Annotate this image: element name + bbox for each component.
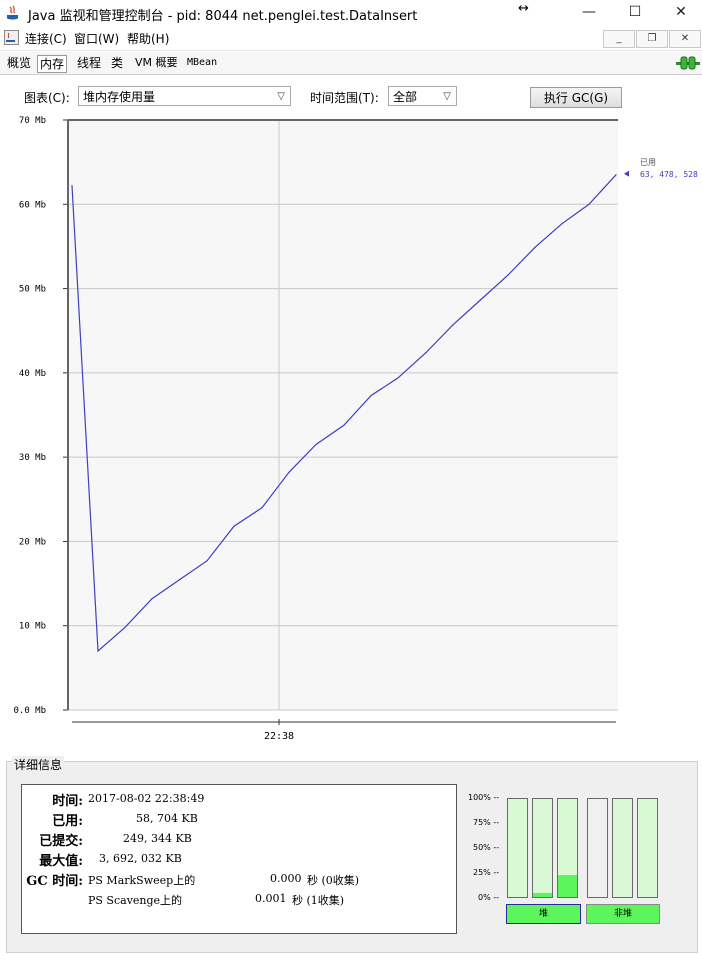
committed-value: 249, 344 KB xyxy=(123,832,192,845)
nonheap-button[interactable]: 非堆 xyxy=(586,904,660,924)
gc-collector-unit: 秒 (1收集) xyxy=(292,894,345,907)
window-title: Java 监视和管理控制台 - pid: 8044 net.penglei.te… xyxy=(28,9,418,24)
heap-gauge-fill xyxy=(558,875,577,897)
data-point xyxy=(233,525,235,527)
gc-collector-time: 0.000 xyxy=(270,872,302,885)
y-tick-label: 70 Mb xyxy=(19,116,46,126)
tab-threads[interactable]: 线程 xyxy=(77,56,102,70)
data-point xyxy=(151,598,153,600)
y-tick-label: 20 Mb xyxy=(19,537,46,547)
data-point xyxy=(124,626,126,629)
data-point xyxy=(452,324,454,326)
data-point xyxy=(479,299,481,301)
time-label: 时间: xyxy=(52,794,83,809)
gc-time-label: GC 时间: xyxy=(26,874,83,889)
perform-gc-button[interactable]: 执行 GC(G) xyxy=(530,87,622,108)
time-value: 2017-08-02 22:38:49 xyxy=(88,792,205,805)
details-box xyxy=(21,784,457,934)
gauge-scale-label: 100% -- xyxy=(468,793,500,802)
menu-window[interactable]: 窗口(W) xyxy=(74,32,120,46)
mdi-close-button[interactable]: ✕ xyxy=(669,30,701,48)
current-value-marker xyxy=(624,170,629,177)
heap-memory-chart: 0.0 Mb 10 Mb 20 Mb 30 Mb 40 Mb 50 Mb 60 Mb 70 M… xyxy=(13,116,698,742)
time-range-value: 全部 xyxy=(393,90,418,104)
y-tick-label: 0.0 Mb xyxy=(13,706,46,716)
x-tick-label: 22:38 xyxy=(264,731,294,742)
nonheap-gauge[interactable] xyxy=(637,798,658,898)
data-point xyxy=(370,395,372,397)
data-point xyxy=(588,203,590,205)
chart-select[interactable]: 堆内存使用量 ▽ xyxy=(78,86,291,106)
minimize-button[interactable]: — xyxy=(582,4,596,20)
gc-collector-time: 0.001 xyxy=(255,892,287,905)
menu-bar xyxy=(0,26,702,51)
nonheap-gauge[interactable] xyxy=(587,798,608,898)
current-value-name: 已用 xyxy=(640,158,656,167)
title-bar xyxy=(0,0,702,26)
tab-classes[interactable]: 类 xyxy=(111,56,124,70)
heap-gauge[interactable] xyxy=(507,798,528,898)
gauge-scale-label: 50% -- xyxy=(473,843,500,852)
heap-gauge[interactable] xyxy=(532,798,553,898)
data-point xyxy=(179,578,181,580)
nonheap-gauge[interactable] xyxy=(612,798,633,898)
tab-vm-summary[interactable]: VM 概要 xyxy=(135,56,178,69)
gauge-scale-label: 0% -- xyxy=(478,893,500,902)
data-point xyxy=(507,274,509,276)
max-label: 最大值: xyxy=(39,854,83,869)
data-point xyxy=(71,185,73,187)
resize-cursor-icon: ↔ xyxy=(518,1,529,16)
time-range-select[interactable]: 全部 ▽ xyxy=(388,86,457,106)
data-point xyxy=(343,424,345,426)
console-icon xyxy=(4,30,19,45)
data-point xyxy=(425,352,427,354)
y-tick-label: 60 Mb xyxy=(19,200,46,210)
chart-select-value: 堆内存使用量 xyxy=(83,90,156,104)
menu-help[interactable]: 帮助(H) xyxy=(127,32,170,46)
connection-status-icon xyxy=(676,56,700,70)
y-tick-label: 10 Mb xyxy=(19,622,46,632)
gauge-scale-label: 25% -- xyxy=(473,868,500,877)
java-app-icon xyxy=(6,5,20,21)
data-point xyxy=(397,377,399,379)
data-point xyxy=(261,507,263,509)
heap-button[interactable]: 堆 xyxy=(506,904,581,924)
mdi-minimize-button[interactable]: _ xyxy=(603,30,635,48)
time-range-label: 时间范围(T): xyxy=(310,91,379,105)
max-value: 3, 692, 032 KB xyxy=(99,852,182,865)
y-tick-label: 30 Mb xyxy=(19,453,46,463)
tab-overview[interactable]: 概览 xyxy=(7,56,32,70)
data-point xyxy=(561,223,563,225)
gc-collector-unit: 秒 (0收集) xyxy=(307,874,360,887)
current-value-number: 63, 478, 528 xyxy=(640,170,698,179)
tab-bar xyxy=(0,52,702,75)
heap-gauge-fill xyxy=(533,893,552,897)
tab-memory[interactable]: 内存 xyxy=(37,55,68,73)
chart-select-label: 图表(C): xyxy=(24,91,70,105)
close-button[interactable]: ✕ xyxy=(675,4,687,20)
tab-mbean[interactable]: MBean xyxy=(187,57,218,68)
y-tick-label: 40 Mb xyxy=(19,369,46,379)
plot-area xyxy=(68,120,618,710)
details-title: 详细信息 xyxy=(12,756,65,773)
heap-gauge[interactable] xyxy=(557,798,578,898)
gauge-scale-label: 75% -- xyxy=(473,818,500,827)
data-point xyxy=(97,650,99,652)
data-point xyxy=(206,560,208,562)
chevron-down-icon: ▽ xyxy=(443,91,451,102)
gc-collector-name: PS Scavenge上的 xyxy=(88,894,183,907)
data-point xyxy=(315,443,317,446)
mdi-restore-button[interactable]: ❐ xyxy=(636,30,668,48)
y-tick-label: 50 Mb xyxy=(19,285,46,295)
gc-collector-name: PS MarkSweep上的 xyxy=(88,874,196,887)
data-point xyxy=(534,246,536,248)
used-label: 已用: xyxy=(52,814,83,829)
maximize-button[interactable]: ☐ xyxy=(628,4,642,20)
data-point xyxy=(615,174,617,176)
data-point xyxy=(288,471,290,473)
committed-label: 已提交: xyxy=(39,834,83,849)
used-value: 58, 704 KB xyxy=(136,812,198,825)
menu-connection[interactable]: 连接(C) xyxy=(25,32,67,46)
chevron-down-icon: ▽ xyxy=(277,91,285,102)
